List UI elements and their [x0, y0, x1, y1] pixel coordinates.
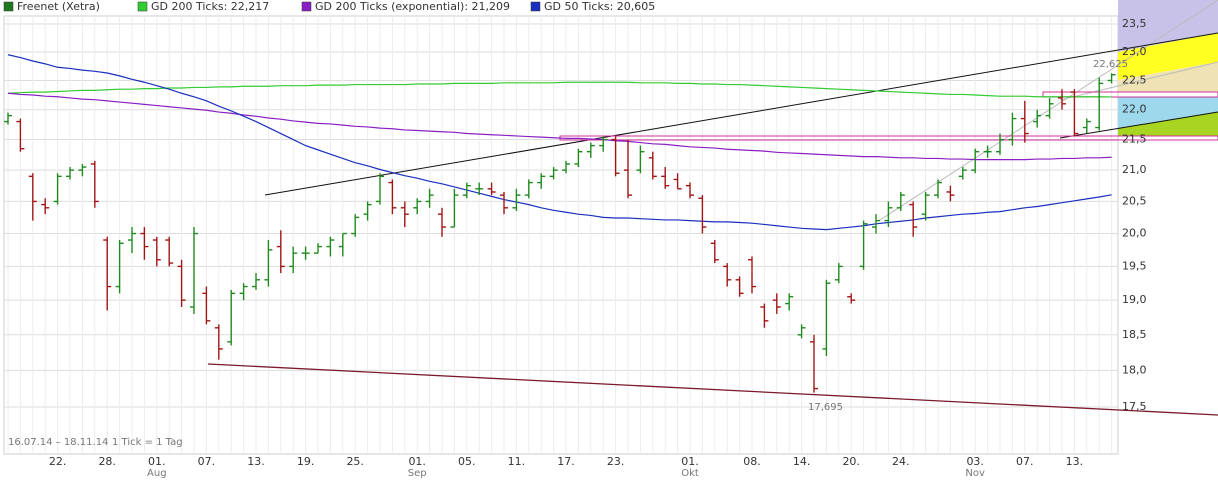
- low-label: 17,695: [808, 402, 843, 413]
- month-label: Sep: [408, 468, 427, 479]
- trend-line: [264, 32, 1218, 196]
- y-tick-label: 23,5: [1122, 17, 1147, 30]
- x-tick-label: 19.: [297, 455, 315, 468]
- x-tick-label: 20.: [842, 455, 860, 468]
- y-tick-label: 18,5: [1122, 328, 1147, 341]
- moving-average: [7, 92, 1112, 161]
- x-tick-label: 23.: [607, 455, 625, 468]
- x-tick-label: 03.: [966, 455, 984, 468]
- y-tick-label: 21,5: [1122, 133, 1147, 146]
- y-tick-label: 22,0: [1122, 103, 1147, 116]
- plot-background: [3, 15, 1119, 455]
- high-label: 22,625: [1093, 59, 1128, 70]
- legend-label: GD 200 Ticks (exponential): 21,209: [315, 0, 510, 13]
- y-tick-label: 17,5: [1122, 400, 1147, 413]
- y-tick-label: 22,5: [1122, 73, 1147, 86]
- y-tick-label: 19,5: [1122, 259, 1147, 272]
- x-tick-label: 17.: [557, 455, 575, 468]
- y-tick-label: 20,0: [1122, 227, 1147, 240]
- legend-swatch: [530, 1, 541, 12]
- x-tick-label: 05.: [458, 455, 476, 468]
- legend-label: GD 200 Ticks: 22,217: [151, 0, 269, 13]
- y-tick-label: 20,5: [1122, 194, 1147, 207]
- legend-swatch: [137, 1, 148, 12]
- x-tick-label: 08.: [743, 455, 761, 468]
- x-tick-label: 13.: [247, 455, 265, 468]
- legend-swatch: [3, 1, 14, 12]
- x-tick-label: 01.: [681, 455, 699, 468]
- support-line: [207, 363, 1218, 416]
- zone-yellow: [1118, 33, 1218, 80]
- zone-wheat: [1118, 62, 1218, 92]
- zone-lavender: [1118, 0, 1218, 52]
- zone-green: [1118, 112, 1218, 136]
- x-tick-label: 24.: [892, 455, 910, 468]
- x-tick-label: 25.: [346, 455, 364, 468]
- month-label: Nov: [965, 468, 985, 479]
- period: 16.07.14 – 18.11.14: [8, 437, 108, 448]
- plot-frame: [3, 15, 1119, 455]
- x-tick-label: 01.: [148, 455, 166, 468]
- y-tick-label: 21,0: [1122, 163, 1147, 176]
- y-tick-label: 19,0: [1122, 293, 1147, 306]
- x-tick-label: 28.: [98, 455, 116, 468]
- legend-label: Freenet (Xetra): [17, 0, 100, 13]
- legend-label: GD 50 Ticks: 20,605: [544, 0, 655, 13]
- x-tick-label: 07.: [1016, 455, 1034, 468]
- x-tick-label: 01.: [408, 455, 426, 468]
- grid: [4, 16, 1118, 454]
- zone-blue: [1118, 97, 1218, 128]
- month-label: Aug: [147, 468, 167, 479]
- y-tick-label: 23,0: [1122, 45, 1147, 58]
- trend-line: [1059, 111, 1218, 139]
- x-tick-label: 11.: [508, 455, 526, 468]
- moving-average: [7, 81, 1112, 98]
- drawings: [207, 0, 1218, 416]
- resistance-band: [1042, 91, 1218, 98]
- x-tick-label: 22.: [49, 455, 67, 468]
- x-tick-label: 07.: [198, 455, 216, 468]
- marks: [4, 54, 1116, 393]
- y-tick-label: 18,0: [1122, 363, 1147, 376]
- tick-note: 1 Tick = 1 Tag: [112, 437, 183, 448]
- month-label: Okt: [681, 468, 699, 479]
- legend: Freenet (Xetra) GD 200 Ticks: 22,217 GD 20…: [3, 0, 655, 13]
- legend-swatch: [301, 1, 312, 12]
- moving-average: [7, 54, 1112, 231]
- fan-line: [1059, 61, 1218, 101]
- x-tick-label: 13.: [1066, 455, 1084, 468]
- x-tick-label: 14.: [793, 455, 811, 468]
